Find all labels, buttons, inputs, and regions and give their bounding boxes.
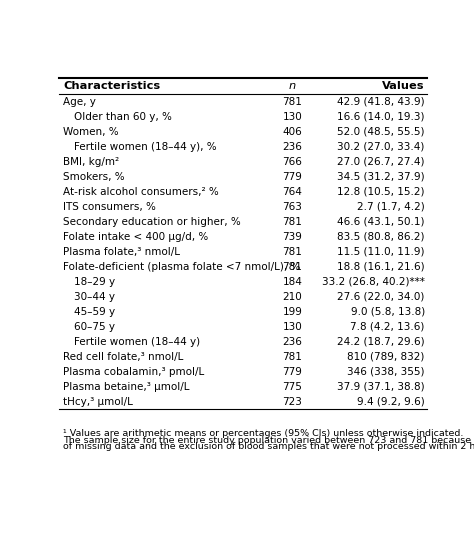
Text: 781: 781 (283, 96, 302, 106)
Text: ¹ Values are arithmetic means or percentages (95% CIs) unless otherwise indicate: ¹ Values are arithmetic means or percent… (63, 429, 463, 438)
Text: Women, %: Women, % (63, 126, 118, 136)
Text: 781: 781 (283, 351, 302, 361)
Text: 739: 739 (283, 232, 302, 242)
Text: Folate intake < 400 μg/d, %: Folate intake < 400 μg/d, % (63, 232, 208, 242)
Text: 766: 766 (283, 157, 302, 167)
Text: 45–59 y: 45–59 y (74, 306, 115, 316)
Text: 30–44 y: 30–44 y (74, 291, 115, 301)
Text: Characteristics: Characteristics (63, 81, 160, 91)
Text: Red cell folate,³ nmol/L: Red cell folate,³ nmol/L (63, 351, 183, 361)
Text: Plasma cobalamin,³ pmol/L: Plasma cobalamin,³ pmol/L (63, 367, 204, 377)
Text: 7.8 (4.2, 13.6): 7.8 (4.2, 13.6) (350, 321, 425, 331)
Text: 346 (338, 355): 346 (338, 355) (347, 367, 425, 377)
Text: 130: 130 (283, 321, 302, 331)
Text: 83.5 (80.8, 86.2): 83.5 (80.8, 86.2) (337, 232, 425, 242)
Text: 37.9 (37.1, 38.8): 37.9 (37.1, 38.8) (337, 382, 425, 392)
Text: Age, y: Age, y (63, 96, 96, 106)
Text: 775: 775 (283, 382, 302, 392)
Text: Plasma betaine,³ μmol/L: Plasma betaine,³ μmol/L (63, 382, 190, 392)
Text: 779: 779 (283, 367, 302, 377)
Text: 810 (789, 832): 810 (789, 832) (347, 351, 425, 361)
Text: ITS consumers, %: ITS consumers, % (63, 202, 156, 212)
Text: 723: 723 (283, 397, 302, 407)
Text: At-risk alcohol consumers,² %: At-risk alcohol consumers,² % (63, 187, 219, 197)
Text: 764: 764 (283, 187, 302, 197)
Text: 781: 781 (283, 217, 302, 227)
Text: Smokers, %: Smokers, % (63, 172, 125, 182)
Text: 24.2 (18.7, 29.6): 24.2 (18.7, 29.6) (337, 336, 425, 346)
Text: 27.0 (26.7, 27.4): 27.0 (26.7, 27.4) (337, 157, 425, 167)
Text: of missing data and the exclusion of blood samples that were not processed withi: of missing data and the exclusion of blo… (63, 442, 474, 451)
Text: 763: 763 (283, 202, 302, 212)
Text: 18–29 y: 18–29 y (74, 277, 115, 287)
Text: 27.6 (22.0, 34.0): 27.6 (22.0, 34.0) (337, 291, 425, 301)
Text: 18.8 (16.1, 21.6): 18.8 (16.1, 21.6) (337, 262, 425, 272)
Text: Folate-deficient (plasma folate <7 nmol/L), %: Folate-deficient (plasma folate <7 nmol/… (63, 262, 301, 272)
Text: 9.0 (5.8, 13.8): 9.0 (5.8, 13.8) (350, 306, 425, 316)
Text: 11.5 (11.0, 11.9): 11.5 (11.0, 11.9) (337, 247, 425, 257)
Text: 12.8 (10.5, 15.2): 12.8 (10.5, 15.2) (337, 187, 425, 197)
Text: 184: 184 (283, 277, 302, 287)
Text: 34.5 (31.2, 37.9): 34.5 (31.2, 37.9) (337, 172, 425, 182)
Text: 236: 236 (283, 141, 302, 152)
Text: n: n (289, 81, 296, 91)
Text: 33.2 (26.8, 40.2)***: 33.2 (26.8, 40.2)*** (322, 277, 425, 287)
Text: 406: 406 (283, 126, 302, 136)
Text: Fertile women (18–44 y), %: Fertile women (18–44 y), % (74, 141, 217, 152)
Text: 46.6 (43.1, 50.1): 46.6 (43.1, 50.1) (337, 217, 425, 227)
Text: 30.2 (27.0, 33.4): 30.2 (27.0, 33.4) (337, 141, 425, 152)
Text: Fertile women (18–44 y): Fertile women (18–44 y) (74, 336, 200, 346)
Text: 42.9 (41.8, 43.9): 42.9 (41.8, 43.9) (337, 96, 425, 106)
Text: 236: 236 (283, 336, 302, 346)
Text: 9.4 (9.2, 9.6): 9.4 (9.2, 9.6) (357, 397, 425, 407)
Text: 130: 130 (283, 111, 302, 121)
Text: Plasma folate,³ nmol/L: Plasma folate,³ nmol/L (63, 247, 180, 257)
Text: The sample size for the entire study population varied between 723 and 781 becau: The sample size for the entire study pop… (63, 436, 471, 444)
Text: 210: 210 (283, 291, 302, 301)
Text: 2.7 (1.7, 4.2): 2.7 (1.7, 4.2) (357, 202, 425, 212)
Text: 52.0 (48.5, 55.5): 52.0 (48.5, 55.5) (337, 126, 425, 136)
Text: 16.6 (14.0, 19.3): 16.6 (14.0, 19.3) (337, 111, 425, 121)
Text: 60–75 y: 60–75 y (74, 321, 115, 331)
Text: 199: 199 (283, 306, 302, 316)
Text: Secondary education or higher, %: Secondary education or higher, % (63, 217, 241, 227)
Text: Values: Values (382, 81, 425, 91)
Text: BMI, kg/m²: BMI, kg/m² (63, 157, 119, 167)
Text: 779: 779 (283, 172, 302, 182)
Text: 781: 781 (283, 262, 302, 272)
Text: tHcy,³ μmol/L: tHcy,³ μmol/L (63, 397, 133, 407)
Text: Older than 60 y, %: Older than 60 y, % (74, 111, 172, 121)
Text: 781: 781 (283, 247, 302, 257)
